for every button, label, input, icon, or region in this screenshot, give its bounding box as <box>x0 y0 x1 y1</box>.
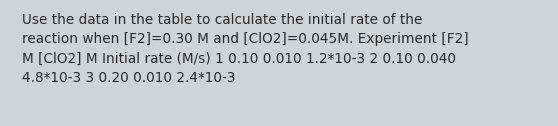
Text: Use the data in the table to calculate the initial rate of the
reaction when [F2: Use the data in the table to calculate t… <box>22 13 469 86</box>
